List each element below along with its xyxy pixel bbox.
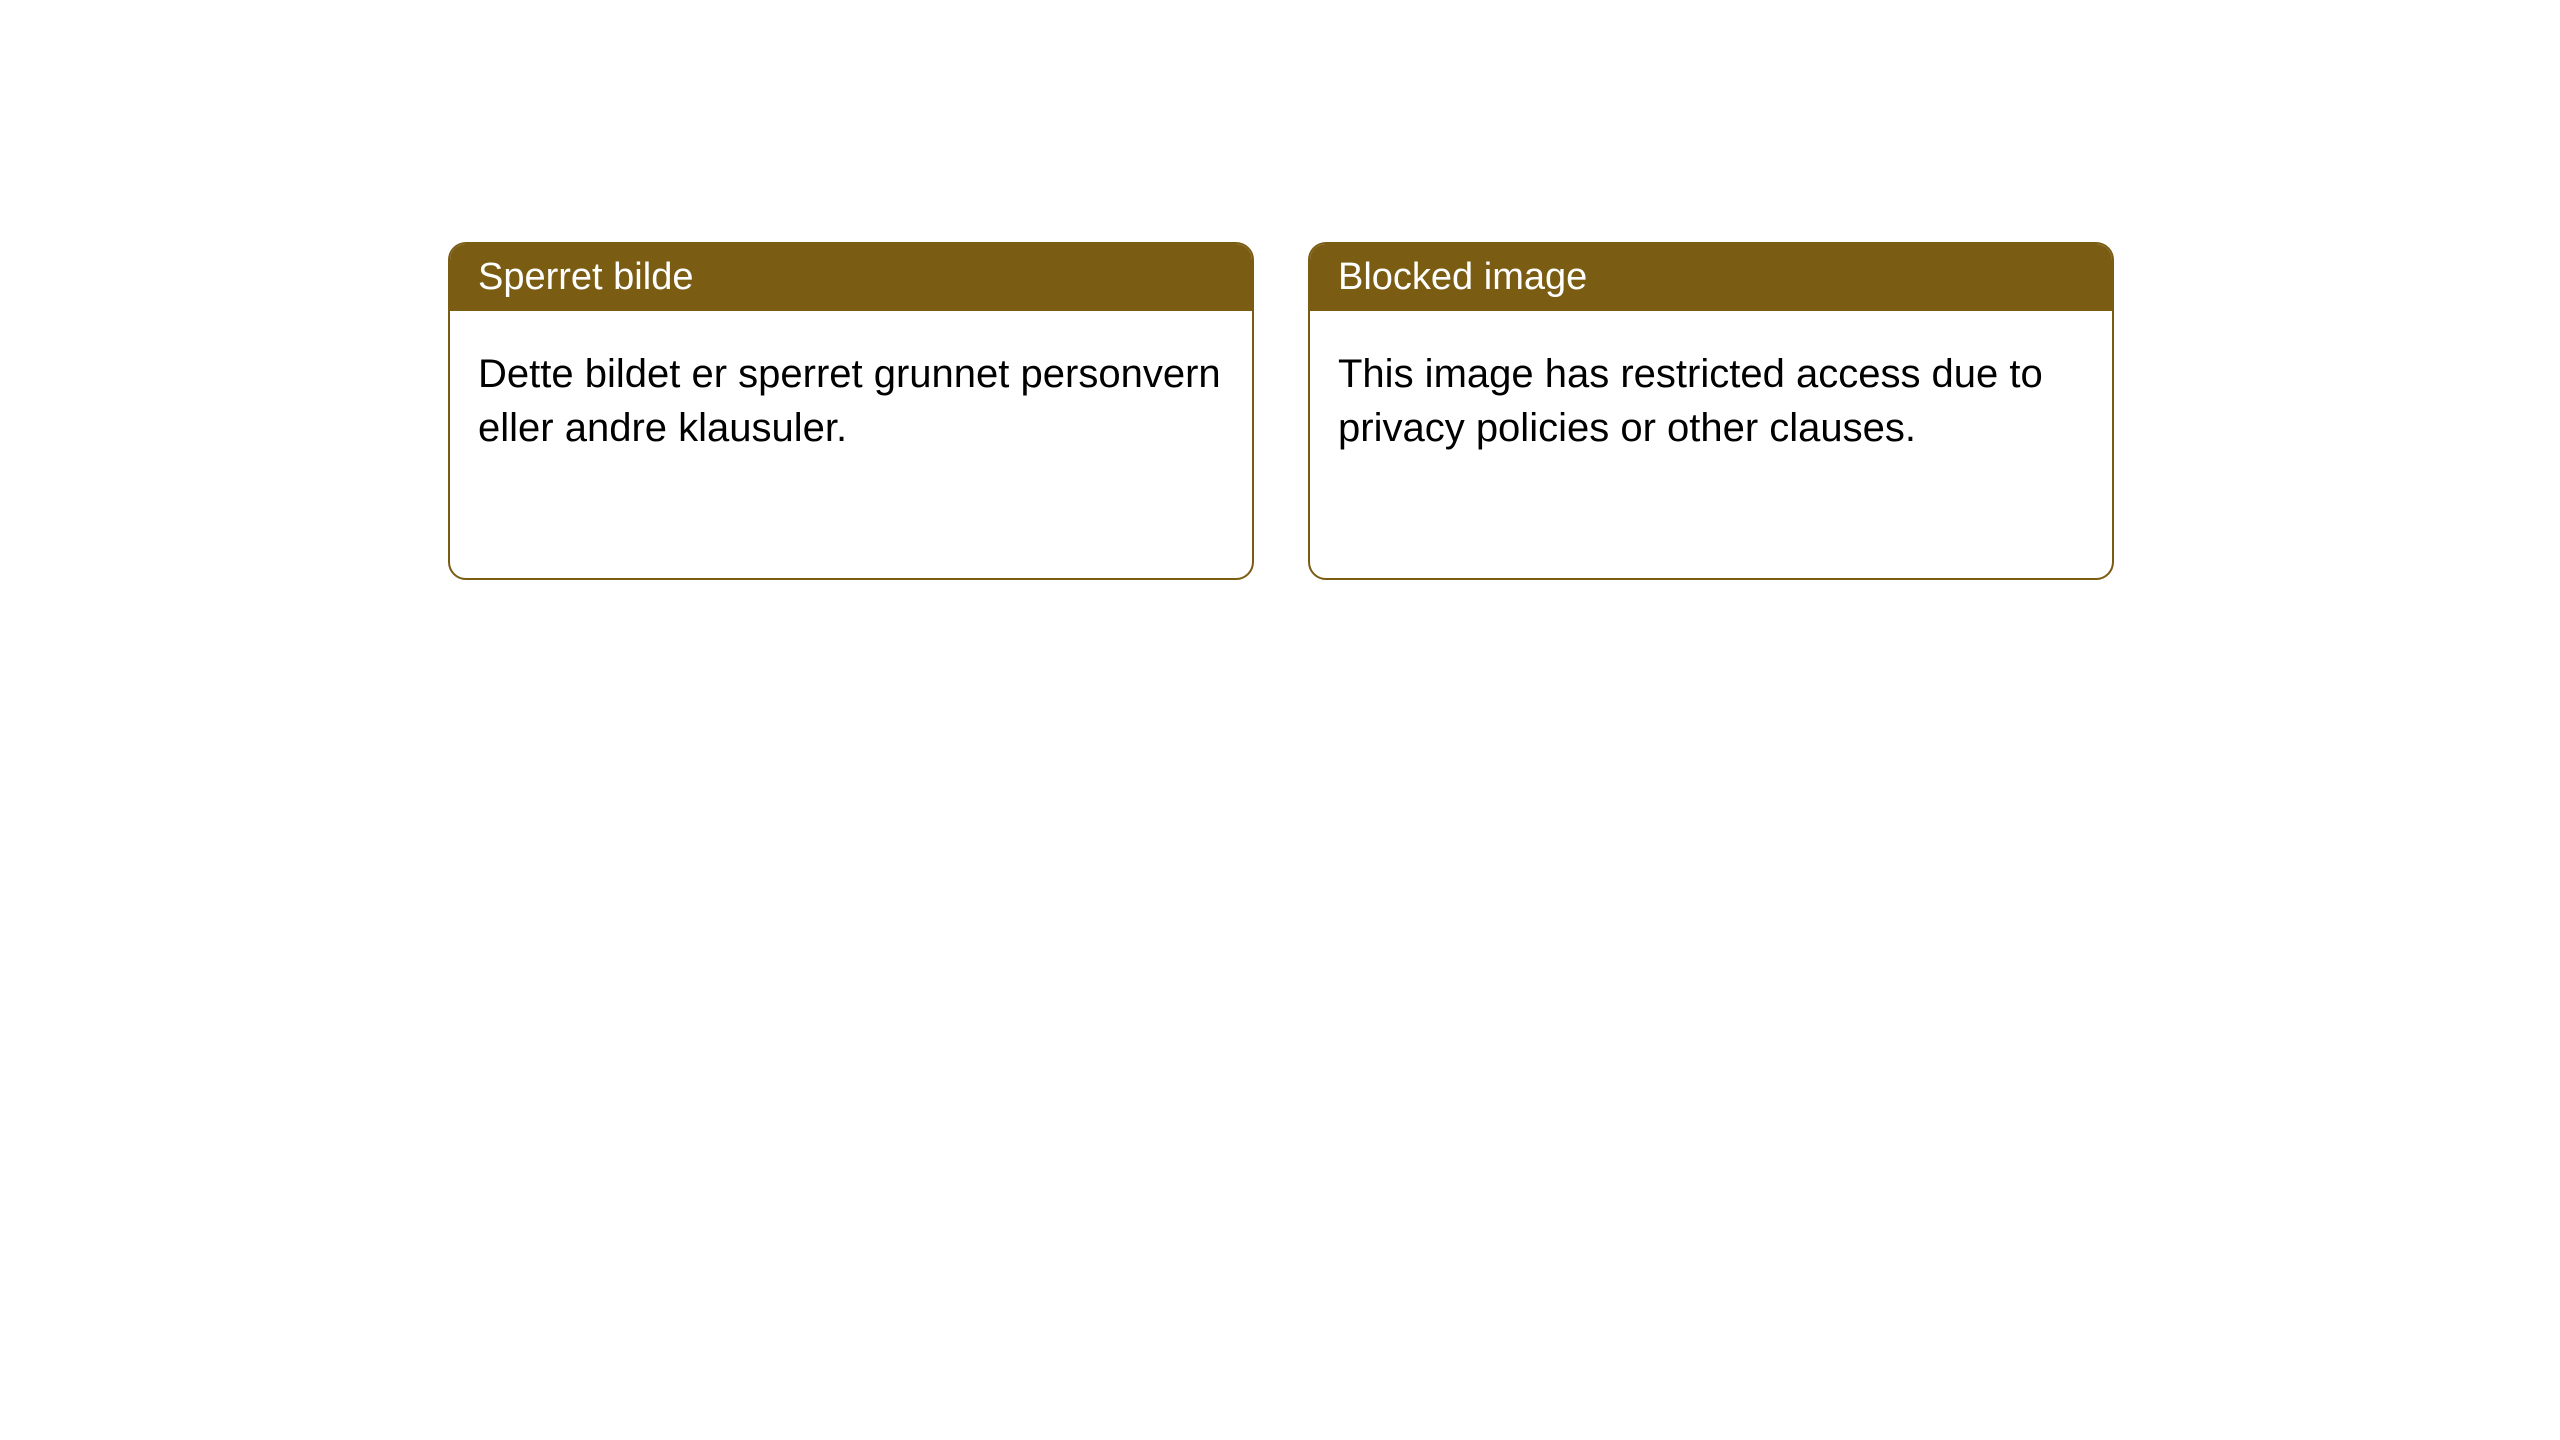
card-body-text: Dette bildet er sperret grunnet personve… [478,352,1221,450]
card-header: Sperret bilde [450,244,1252,311]
notice-container: Sperret bilde Dette bildet er sperret gr… [448,242,2114,580]
card-body: This image has restricted access due to … [1310,311,2112,491]
card-title: Blocked image [1338,256,1587,298]
card-header: Blocked image [1310,244,2112,311]
card-title: Sperret bilde [478,256,693,298]
notice-card-norwegian: Sperret bilde Dette bildet er sperret gr… [448,242,1254,580]
notice-card-english: Blocked image This image has restricted … [1308,242,2114,580]
card-body: Dette bildet er sperret grunnet personve… [450,311,1252,491]
card-body-text: This image has restricted access due to … [1338,352,2043,450]
